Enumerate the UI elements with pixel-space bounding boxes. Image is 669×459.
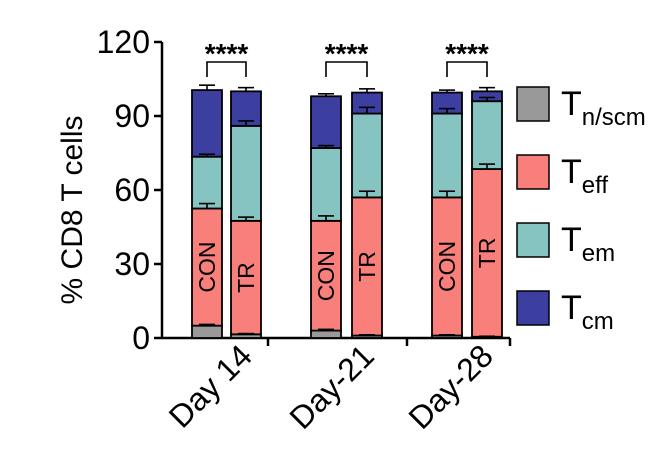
- bar-label: TR: [233, 262, 259, 293]
- significance-label: ****: [205, 38, 249, 69]
- legend-swatch: [516, 290, 550, 326]
- bar-segment: [191, 155, 223, 210]
- legend-entry-subscript: n/scm: [582, 104, 646, 131]
- legend-entry-subscript: eff: [582, 172, 609, 199]
- bar-segment: [310, 329, 342, 339]
- legend: Tn/scm Teff Tem Tcm: [516, 85, 646, 335]
- bar-segment: [351, 196, 383, 337]
- chart-bars: [191, 89, 503, 339]
- legend-entry: Tn/scm: [561, 85, 646, 131]
- y-tick-label: 120: [97, 24, 150, 60]
- bar-segment: [351, 112, 383, 199]
- bar-segment: [310, 147, 342, 222]
- legend-entry-subscript: em: [582, 240, 615, 267]
- bar-label: TR: [474, 238, 500, 269]
- bar-segment: [191, 324, 223, 339]
- bar-segment: [230, 124, 262, 222]
- significance-label: ****: [325, 38, 369, 69]
- bar-label: TR: [354, 251, 380, 282]
- significance-bracket: [446, 61, 488, 77]
- y-tick-label: 60: [114, 172, 150, 208]
- y-tick-label: 0: [132, 320, 150, 356]
- y-axis-label: % CD8 T cells: [56, 116, 89, 305]
- bar-segment: [310, 219, 342, 332]
- x-tick-labels: Day 14 Day-21 Day-28: [162, 337, 500, 435]
- x-tick-label: Day-28: [402, 337, 500, 435]
- bar-segment: [310, 95, 342, 149]
- bar-label: CON: [194, 242, 220, 293]
- y-tick-label: 30: [114, 246, 150, 282]
- legend-swatch: [516, 86, 550, 122]
- significance-label: ****: [445, 38, 489, 69]
- legend-swatch: [516, 154, 550, 190]
- bar-labels: CON TR CON TR CON TR: [194, 238, 500, 302]
- bar-segment: [471, 100, 503, 170]
- legend-entry: Tem: [561, 221, 615, 267]
- bar-label: CON: [313, 250, 339, 301]
- bar-segment: [471, 168, 503, 338]
- legend-entry-subscript: cm: [582, 308, 614, 335]
- legend-entry: Tcm: [561, 289, 614, 335]
- legend-swatch: [516, 222, 550, 258]
- significance-bracket: [325, 61, 368, 77]
- error-bars: [199, 84, 495, 338]
- bar-segment: [191, 89, 223, 158]
- bar-label: CON: [434, 241, 460, 292]
- significance-brackets: **** **** ****: [205, 38, 489, 77]
- bar-segment: [191, 207, 223, 327]
- legend-entry: Teff: [561, 153, 608, 199]
- x-tick-label: Day-21: [283, 337, 381, 435]
- y-tick-label: 90: [114, 98, 150, 134]
- bar-segment: [431, 112, 463, 199]
- x-tick-label: Day 14: [162, 337, 259, 434]
- significance-bracket: [206, 61, 247, 77]
